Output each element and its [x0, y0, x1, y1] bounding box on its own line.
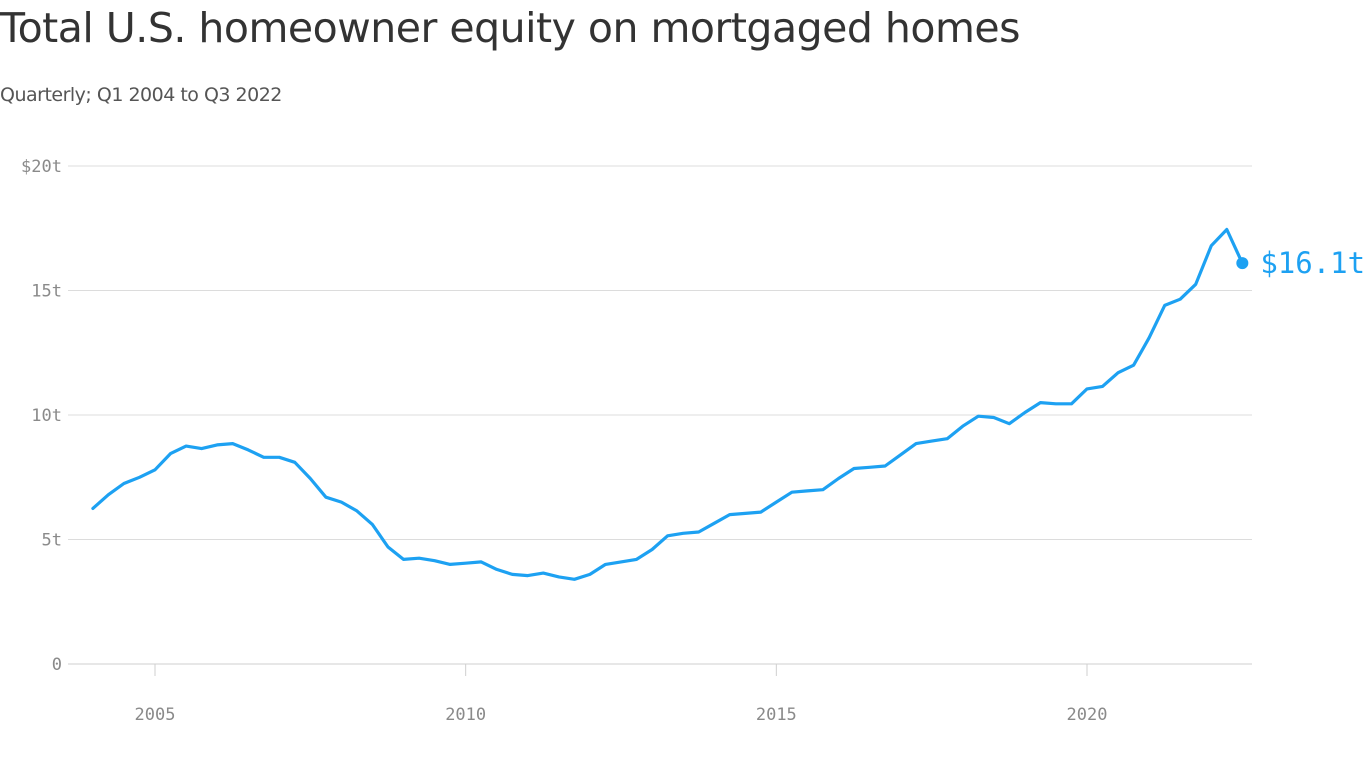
gridlines [68, 165, 1252, 665]
x-tick-label: 2005 [135, 705, 176, 725]
y-tick-label: 10t [31, 406, 62, 426]
y-tick-label: 5t [42, 531, 62, 551]
y-tick-label: 15t [31, 282, 62, 302]
series-group [91, 227, 1244, 581]
x-tick-label: 2015 [756, 705, 797, 725]
x-axis: 2005 2010 2015 2020 [135, 664, 1108, 725]
chart-subtitle: Quarterly; Q1 2004 to Q3 2022 [0, 84, 282, 106]
x-tick-label: 2020 [1067, 705, 1108, 725]
y-axis-tick-labels: 0 5t 10t 15t $20t [21, 157, 62, 675]
chart-title: Total U.S. homeowner equity on mortgaged… [0, 4, 1020, 52]
y-tick-label: $20t [21, 157, 62, 177]
end-point [1236, 257, 1249, 270]
end-value-label: $16.1t [1260, 246, 1365, 280]
series-line-0 [91, 227, 1244, 581]
x-tick-label: 2010 [445, 705, 486, 725]
end-annotation: $16.1t [1236, 246, 1365, 280]
y-tick-label: 0 [52, 655, 62, 675]
